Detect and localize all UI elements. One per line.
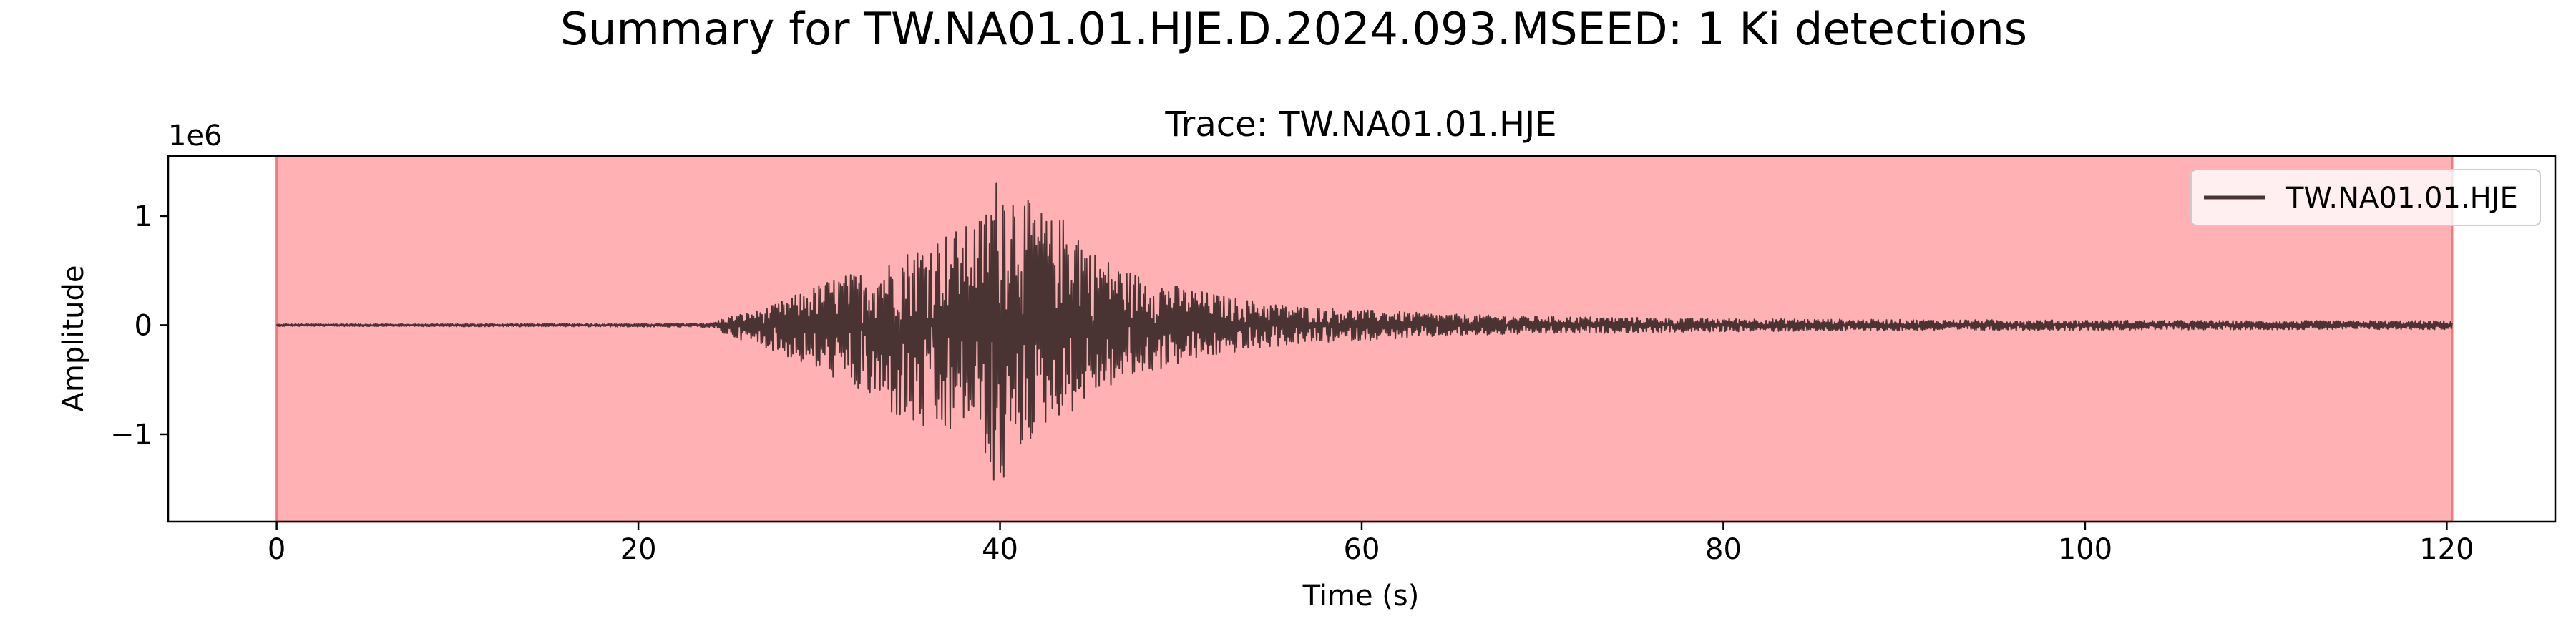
y-tick-label: 1 (135, 200, 152, 233)
x-tick-label: 80 (1705, 533, 1742, 566)
y-tick-label: −1 (110, 419, 152, 452)
chart-title: Trace: TW.NA01.01.HJE (1164, 104, 1556, 145)
x-tick-label: 100 (2058, 533, 2112, 566)
legend-entry-label: TW.NA01.01.HJE (2285, 182, 2518, 215)
y-axis: −1 0 1 (110, 200, 168, 452)
figure-suptitle: Summary for TW.NA01.01.HJE.D.2024.093.MS… (560, 3, 2027, 55)
x-axis: 0 20 40 60 80 100 120 (268, 522, 2474, 566)
legend: TW.NA01.01.HJE (2190, 169, 2541, 226)
x-tick-label: 60 (1344, 533, 1380, 566)
legend-box (2190, 169, 2541, 226)
y-tick-label: 0 (135, 309, 152, 342)
x-tick-label: 120 (2419, 533, 2474, 566)
x-tick-label: 40 (982, 533, 1018, 566)
x-tick-label: 20 (620, 533, 657, 566)
detection-span-ki (275, 155, 2454, 523)
plot-area (167, 155, 2557, 523)
x-tick-label: 0 (268, 533, 286, 566)
y-offset-text: 1e6 (168, 119, 223, 152)
x-axis-label: Time (s) (1302, 580, 1420, 613)
y-axis-label: Amplitude (57, 265, 90, 412)
trace-line (275, 182, 2453, 481)
